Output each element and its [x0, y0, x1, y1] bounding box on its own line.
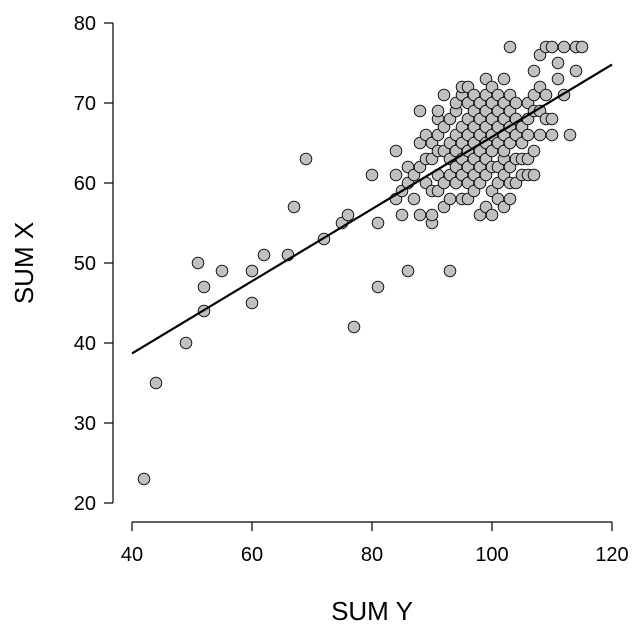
- x-tick-label: 40: [121, 544, 143, 566]
- y-tick-label: 30: [74, 413, 96, 435]
- data-point: [137, 472, 151, 486]
- data-point: [371, 280, 385, 294]
- data-point: [527, 144, 541, 158]
- data-point: [503, 192, 517, 206]
- data-point: [179, 336, 193, 350]
- data-point: [287, 200, 301, 214]
- data-point: [545, 112, 559, 126]
- data-point: [299, 152, 313, 166]
- data-point: [533, 128, 547, 142]
- data-point: [563, 128, 577, 142]
- data-point: [509, 96, 523, 110]
- data-point: [257, 248, 271, 262]
- data-point: [497, 72, 511, 86]
- data-point: [389, 168, 403, 182]
- data-point: [443, 192, 457, 206]
- x-tick-label: 120: [595, 544, 628, 566]
- data-point: [197, 280, 211, 294]
- data-point: [401, 264, 415, 278]
- x-tick-label: 60: [241, 544, 263, 566]
- x-tick-label: 100: [475, 544, 508, 566]
- data-point: [407, 192, 421, 206]
- data-point: [569, 64, 583, 78]
- data-point: [395, 208, 409, 222]
- y-tick-label: 80: [74, 13, 96, 35]
- data-point: [365, 168, 379, 182]
- data-point: [551, 56, 565, 70]
- data-point: [347, 320, 361, 334]
- data-point: [521, 128, 535, 142]
- x-axis-title: SUM Y: [331, 596, 413, 626]
- y-tick-label: 20: [74, 493, 96, 515]
- data-point: [149, 376, 163, 390]
- fit-line: [131, 63, 613, 355]
- data-point: [551, 72, 565, 86]
- data-points: [137, 40, 589, 486]
- data-point: [245, 264, 259, 278]
- x-ticks: 40 60 80 100 120: [121, 522, 629, 566]
- data-point: [437, 88, 451, 102]
- data-point: [503, 40, 517, 54]
- data-point: [545, 128, 559, 142]
- data-point: [215, 264, 229, 278]
- data-point: [443, 264, 457, 278]
- y-axis-title: SUM X: [9, 222, 39, 304]
- y-tick-label: 50: [74, 253, 96, 275]
- y-tick-label: 60: [74, 173, 96, 195]
- data-point: [545, 40, 559, 54]
- data-point: [425, 208, 439, 222]
- y-tick-label: 70: [74, 93, 96, 115]
- y-tick-label: 40: [74, 333, 96, 355]
- x-tick-label: 80: [361, 544, 383, 566]
- data-point: [527, 168, 541, 182]
- data-point: [557, 40, 571, 54]
- data-point: [485, 208, 499, 222]
- data-point: [371, 216, 385, 230]
- y-ticks: 20 30 40 50 60 70 80: [74, 13, 113, 515]
- data-point: [389, 144, 403, 158]
- data-point: [413, 104, 427, 118]
- data-point: [527, 64, 541, 78]
- data-point: [539, 88, 553, 102]
- data-point: [413, 208, 427, 222]
- data-point: [245, 296, 259, 310]
- data-point: [431, 104, 445, 118]
- data-point: [575, 40, 589, 54]
- data-point: [191, 256, 205, 270]
- data-point: [341, 208, 355, 222]
